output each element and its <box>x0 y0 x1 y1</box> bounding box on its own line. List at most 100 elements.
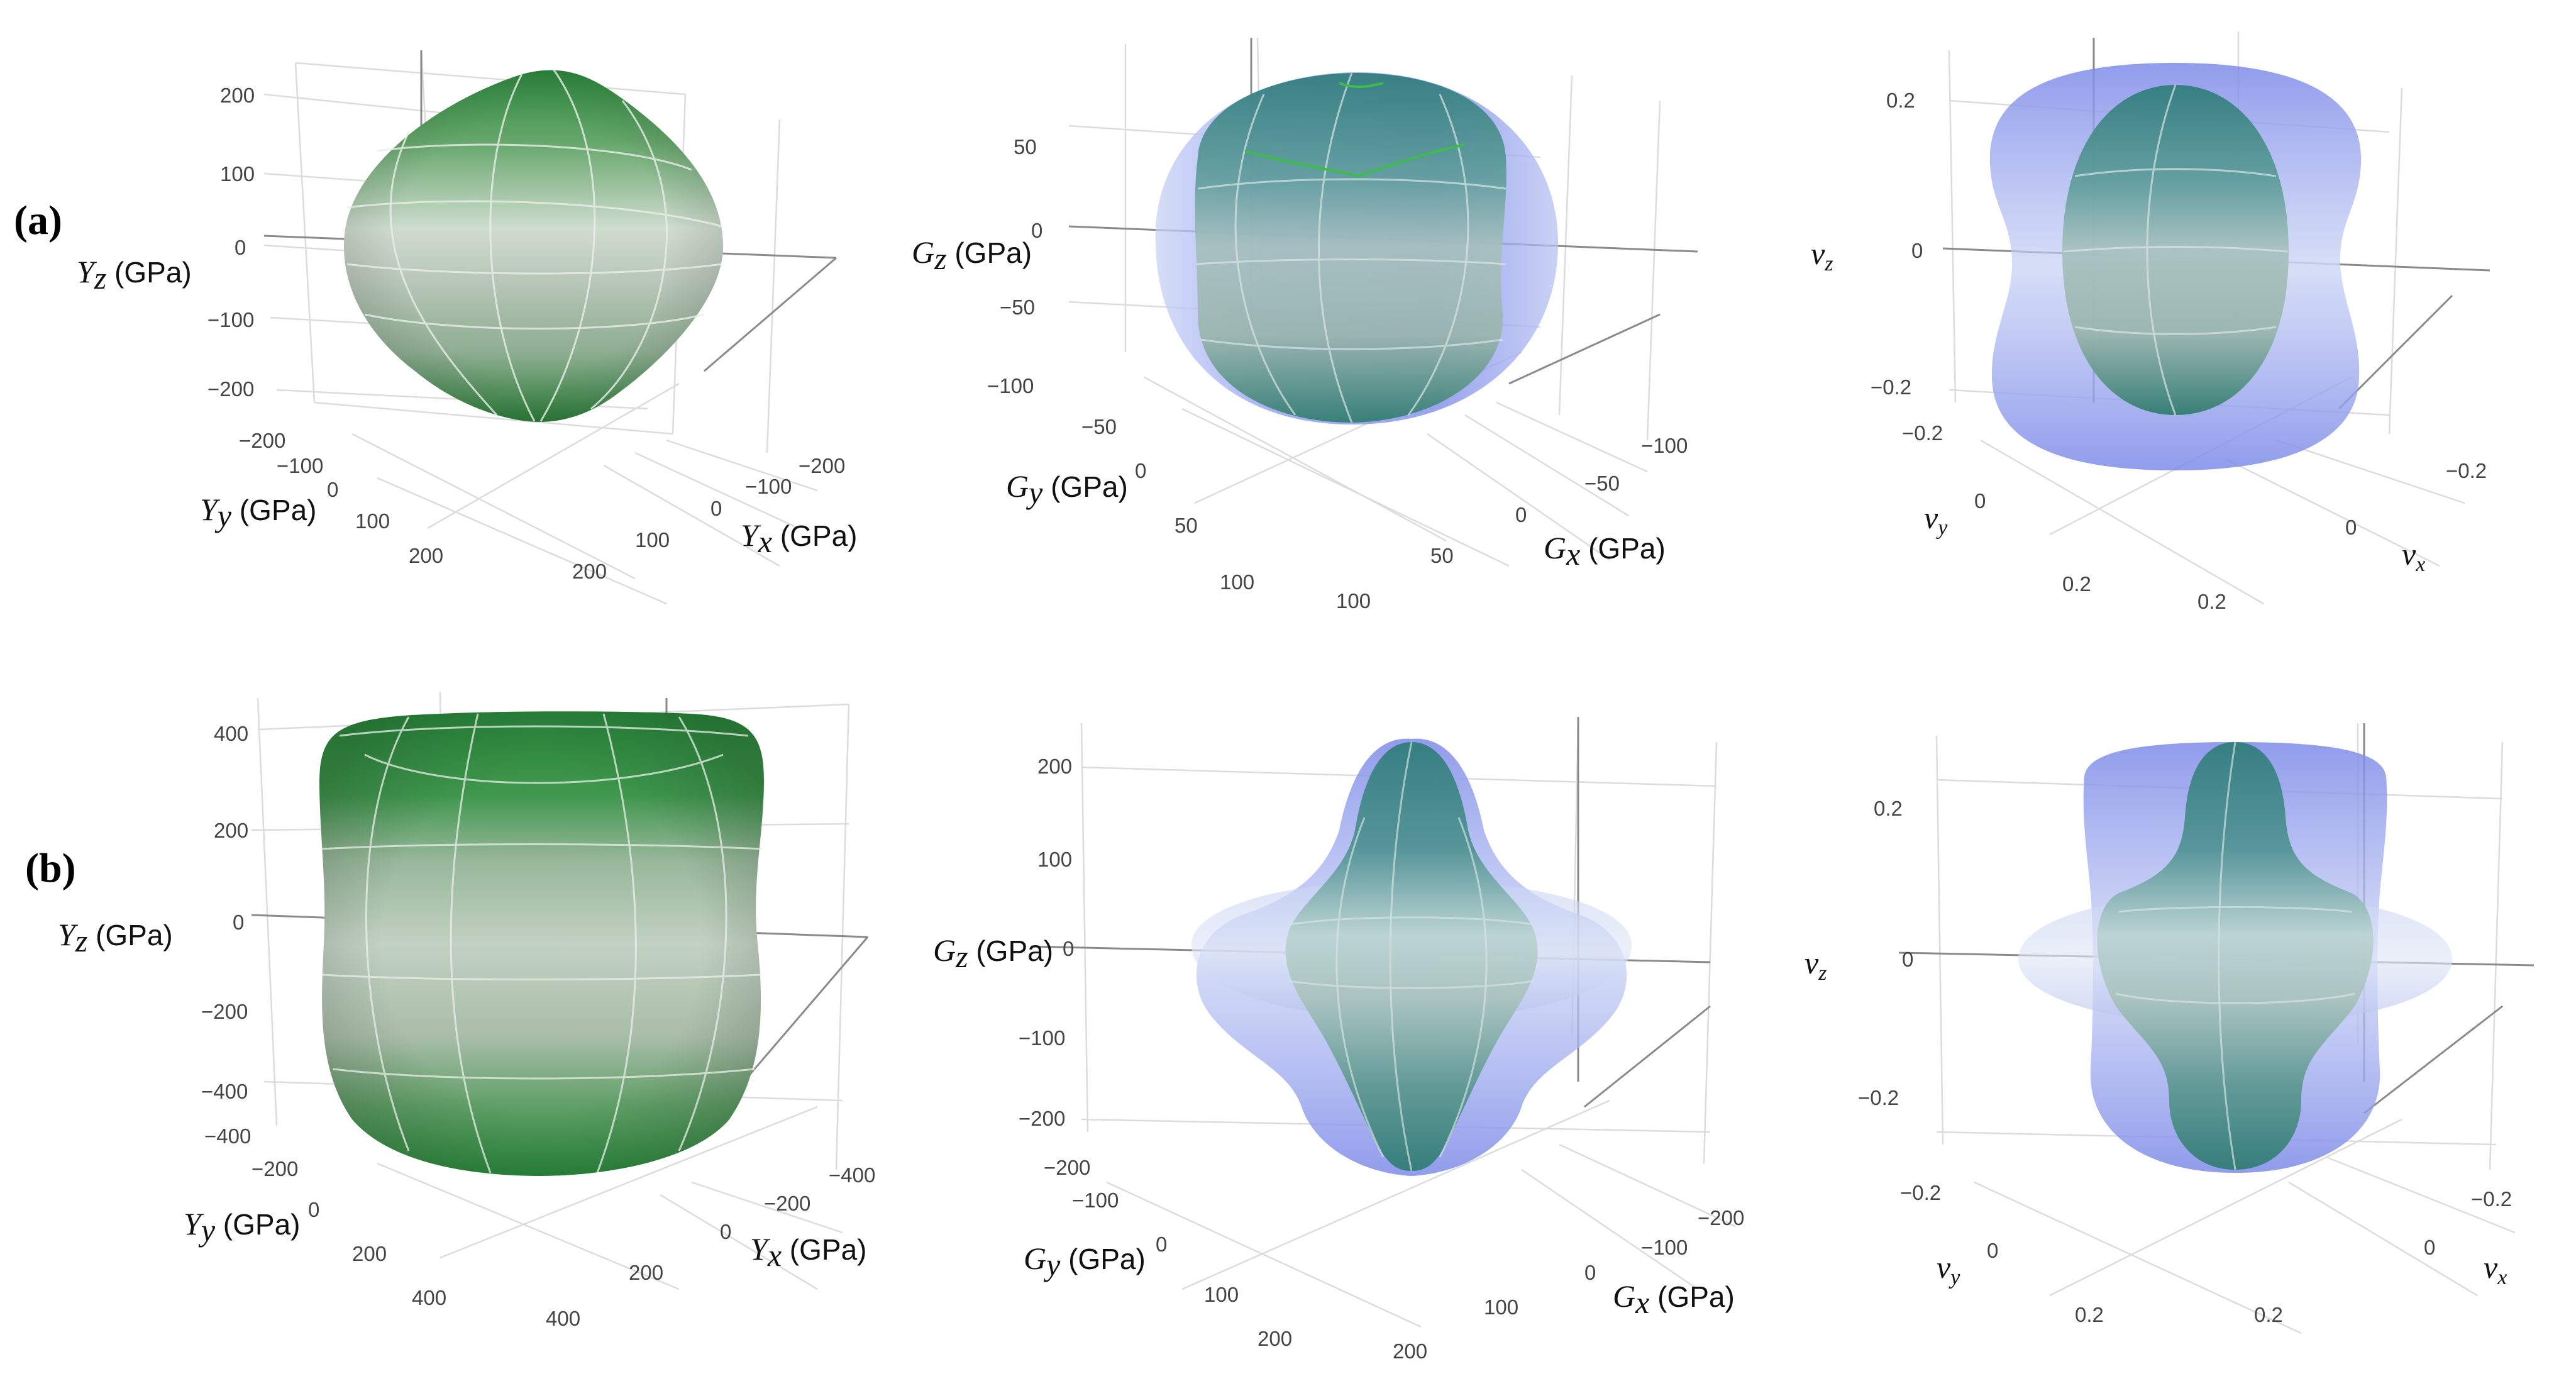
tick-label: 0 <box>2424 1236 2435 1259</box>
tick-label: 0 <box>1031 219 1042 242</box>
axis-title-gy: Gy (GPa) <box>1006 469 1128 510</box>
axis-title-gy: Gy (GPa) <box>1024 1241 1146 1282</box>
tick-label: 200 <box>214 819 248 842</box>
shear-modulus-inner-surface <box>1195 73 1506 423</box>
panel-a-poisson: 0.2 0 −0.2 νz −0.2 0 0.2 νy −0.2 0 0.2 ν… <box>1811 31 2490 613</box>
tick-label: −200 <box>1044 1156 1090 1179</box>
tick-label: 0 <box>308 1198 319 1221</box>
tick-label: −100 <box>1641 1236 1688 1259</box>
tick-label: 100 <box>1336 589 1371 613</box>
tick-label: −200 <box>764 1192 810 1215</box>
tick-label: 0 <box>235 236 246 259</box>
tick-label: 400 <box>412 1286 446 1309</box>
axis-title-yx: Yx (GPa) <box>741 518 857 559</box>
tick-label: 0 <box>1987 1239 1998 1262</box>
tick-label: 0 <box>2345 516 2357 539</box>
tick-label: −200 <box>252 1157 298 1180</box>
tick-label: 50 <box>1175 514 1198 537</box>
tick-label: 200 <box>1258 1327 1292 1350</box>
tick-label: −200 <box>239 429 285 452</box>
axis-title-vy: νy <box>1924 500 1948 540</box>
poisson-ratio-inner-surface <box>2097 742 2374 1170</box>
axis-title-yy: Yy (GPa) <box>184 1206 300 1248</box>
surface-mesh <box>1195 72 1506 423</box>
tick-label: −0.2 <box>1858 1086 1899 1109</box>
tick-label: −0.2 <box>1900 1181 1941 1204</box>
axis-title-vx: νx <box>2402 536 2425 576</box>
tick-label: −400 <box>204 1124 251 1148</box>
grid-lines <box>263 50 818 605</box>
tick-label: −0.2 <box>2471 1187 2512 1211</box>
axis-title-yz: Yz (GPa) <box>58 917 173 958</box>
tick-label: 0.2 <box>2075 1303 2104 1326</box>
tick-label: 200 <box>409 544 443 567</box>
tick-label: −50 <box>1000 296 1035 319</box>
tick-label: 400 <box>546 1307 580 1330</box>
tick-label: 100 <box>1220 570 1254 594</box>
tick-label: −200 <box>1698 1206 1744 1229</box>
surface-ridge <box>1244 143 1466 178</box>
panel-b-poisson: 0.2 0 −0.2 νz −0.2 0 0.2 νy −0.2 0 0.2 ν… <box>1805 723 2535 1334</box>
panel-a-shear: 50 0 −50 −100 Gz (GPa) −50 0 50 100 Gy (… <box>912 37 1698 613</box>
surface-mesh <box>320 713 763 1173</box>
panel-a-young: 200 100 0 −100 −200 Yz (GPa) −200 −100 0… <box>77 50 857 605</box>
row-label-a: (a) <box>14 197 62 243</box>
tick-label: −400 <box>201 1080 248 1103</box>
tick-label: 0 <box>1974 489 1986 513</box>
tick-label: 0.2 <box>2062 572 2091 596</box>
tick-label: −50 <box>1584 472 1620 495</box>
surface-mesh <box>1288 741 1535 1172</box>
tick-label: −0.2 <box>1902 421 1943 445</box>
tick-label: 100 <box>1037 848 1072 871</box>
tick-label: −100 <box>1641 434 1688 457</box>
tick-label: −400 <box>829 1163 875 1187</box>
tick-label: 50 <box>1014 135 1037 158</box>
tick-label: −200 <box>1019 1107 1065 1130</box>
tick-label: 0.2 <box>2254 1303 2283 1326</box>
tick-label: 0 <box>710 497 722 520</box>
axis-title-yx: Yx (GPa) <box>750 1231 866 1273</box>
tick-label: 100 <box>635 528 670 552</box>
tick-label: 200 <box>572 560 607 583</box>
row-label-b: (b) <box>25 845 76 891</box>
tick-label: −100 <box>745 475 792 498</box>
axis-title-vz: νz <box>1811 236 1833 275</box>
tick-label: 200 <box>629 1261 663 1284</box>
grid-lines <box>1080 716 1736 1328</box>
tick-label: 0 <box>233 911 244 934</box>
tick-label: −200 <box>799 454 845 477</box>
axis-title-yy: Yy (GPa) <box>200 492 316 533</box>
panel-b-shear: 200 100 0 −100 −200 Gz (GPa) −200 −100 0… <box>933 716 1744 1363</box>
tick-label: 0.2 <box>2197 590 2226 613</box>
tick-label: 0.2 <box>1886 89 1915 112</box>
tick-label: 100 <box>1484 1295 1518 1319</box>
tick-label: 0 <box>1135 459 1146 482</box>
tick-label: 0 <box>1902 948 1913 971</box>
axis-title-vx: νx <box>2484 1250 2507 1289</box>
tick-label: 400 <box>214 722 248 745</box>
tick-label: 0 <box>327 478 338 501</box>
tick-label: 0.2 <box>1874 797 1903 820</box>
axis-title-yz: Yz (GPa) <box>77 254 192 296</box>
tick-label: −100 <box>207 308 254 331</box>
tick-label: −200 <box>201 1000 248 1023</box>
tick-label: 0 <box>1063 937 1074 960</box>
tick-label: −100 <box>1019 1026 1065 1050</box>
tick-label: 50 <box>1430 544 1454 567</box>
axis-title-vz: νz <box>1805 945 1827 985</box>
tick-label: −100 <box>987 374 1034 397</box>
tick-label: −0.2 <box>1871 375 1911 399</box>
tick-label: 0 <box>1156 1233 1167 1256</box>
tick-label: 0 <box>1911 239 1923 262</box>
axis-title-gx: Gx (GPa) <box>1544 530 1666 572</box>
axis-title-gz: Gz (GPa) <box>912 235 1032 276</box>
axis-title-gx: Gx (GPa) <box>1613 1278 1735 1320</box>
surface-mesh <box>2063 84 2288 416</box>
surface-ridge <box>1339 82 1384 88</box>
tick-label: 0 <box>1515 503 1527 526</box>
tick-label: 200 <box>220 84 255 107</box>
tick-label: 100 <box>355 509 390 533</box>
tick-label: 100 <box>220 162 255 186</box>
tick-label: 0 <box>1584 1261 1596 1284</box>
